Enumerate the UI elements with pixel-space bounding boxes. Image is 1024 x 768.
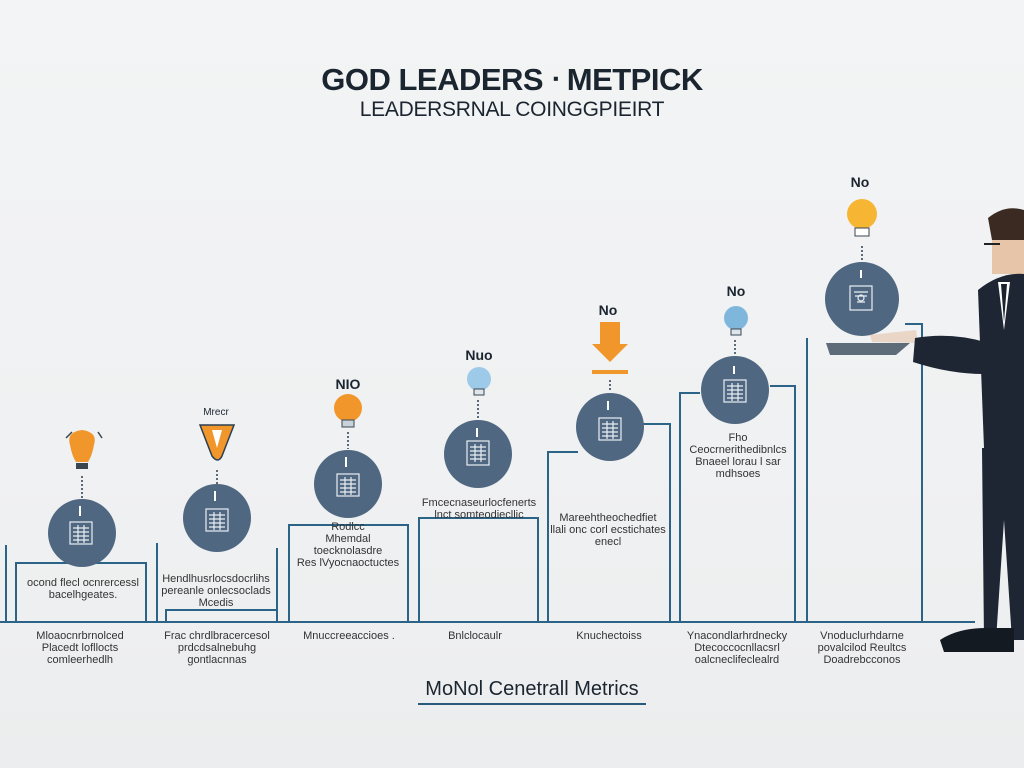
orange-funnel-icon xyxy=(198,424,236,461)
step-bottom-label-2: Frac chrdlbracercesol prdcdsalnebuhg gon… xyxy=(164,630,270,666)
step-circle-2 xyxy=(183,484,251,552)
step-bracket-3 xyxy=(288,524,409,622)
step-bottom-label-1: Mloaocnrbrnolced Placedt lofllocts comle… xyxy=(36,630,124,666)
orange-lightbulb-icon xyxy=(334,394,362,428)
step-top-label-3: NIO xyxy=(335,376,361,392)
step-bracket-7 xyxy=(806,323,923,622)
step-top-label-4: Nuo xyxy=(465,347,493,363)
step-top-label-5: No xyxy=(598,302,618,318)
step-circles xyxy=(48,262,899,567)
step-mid-label-1: ocond flecl ocnrercessl bacelhgeates. xyxy=(27,577,139,601)
page-subtitle: LEADERSRNAL COINGGPIEIRT xyxy=(359,98,665,121)
step-bracket-2 xyxy=(156,543,278,622)
circle-stems xyxy=(79,270,862,516)
page-title: GOD LEADERS ᐧ METPICK xyxy=(321,62,703,97)
step-bracket-4 xyxy=(418,517,539,622)
document-icon xyxy=(69,521,93,545)
step-mid-label-2: Hendlhusrlocsdocrlihs pereanle onlecsocl… xyxy=(161,573,271,609)
step-top-label-2: Mrecr xyxy=(203,407,229,418)
step-mid-label-6: Fho Ceocrnerithedibnlcs Bnaeel lorau l s… xyxy=(689,432,787,480)
step-bracket-5 xyxy=(547,423,671,622)
businessman-illustration xyxy=(826,208,1024,652)
orange-lightbulb-icon xyxy=(65,430,103,469)
blue-lightbulb-icon xyxy=(467,367,491,396)
orange-arrow-icon xyxy=(592,322,628,374)
icon-connectors xyxy=(81,246,863,498)
step-bracket-6 xyxy=(679,385,796,622)
step-circle-7 xyxy=(825,262,899,336)
document-icon xyxy=(598,417,622,441)
step-bottom-label-6: Ynacondlarhrdnecky Dtecoccocnllacsrl oal… xyxy=(686,630,788,666)
footer-title: MoNol Cenetrall Metrics xyxy=(425,678,639,700)
step-circle-4 xyxy=(444,420,512,488)
blue-lightbulb-icon xyxy=(724,306,748,336)
step-mid-label-5: Mareehtheochedfiet llali onc corl ecstic… xyxy=(550,512,666,548)
document-icon xyxy=(205,508,229,532)
footer-underline xyxy=(418,703,646,705)
step-bottom-label-4: Bnlclocaulr xyxy=(448,630,502,642)
step-mid-label-3: Rodlcc Mhemdal toecknolasdre Res lVyocna… xyxy=(296,521,400,569)
step-brackets xyxy=(5,323,923,622)
step-bottom-label-7: Vnoduclurhdarne povalcilod Reultcs Doadr… xyxy=(817,630,907,666)
step-top-label-6: No xyxy=(726,283,746,299)
document-icon xyxy=(849,285,873,311)
step-bottom-label-3: Mnuccreeaccioes . xyxy=(303,630,395,642)
document-icon xyxy=(336,473,360,497)
yellow-lightbulb-icon xyxy=(847,199,877,237)
document-icon xyxy=(466,440,490,466)
step-mid-label-4: Fmcecnaseurlocfenerts lnct somteodieclli… xyxy=(421,497,537,521)
step-bottom-label-5: Knuchectoiss xyxy=(576,630,642,642)
document-icon xyxy=(723,379,747,403)
step-circle-1 xyxy=(48,499,116,567)
step-top-label-7: No xyxy=(850,174,870,190)
document-icons xyxy=(69,285,873,545)
step-circle-5 xyxy=(576,393,644,461)
